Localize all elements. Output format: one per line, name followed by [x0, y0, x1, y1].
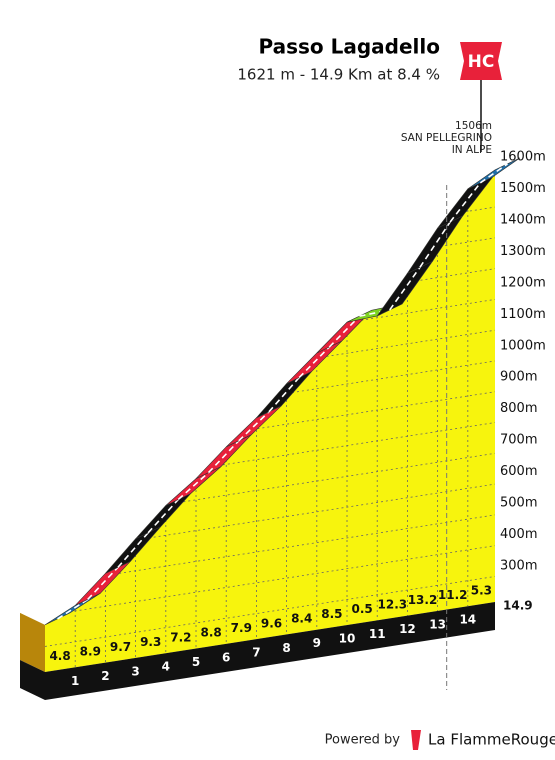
y-tick-label: 1600m [500, 150, 546, 165]
x-tick-label: 2 [101, 669, 109, 683]
road-centerline [328, 315, 361, 348]
side-bottom [20, 660, 45, 700]
grid-line [45, 175, 495, 247]
gradient-label: 5.3 [471, 584, 492, 598]
x-tick-label: 7 [252, 646, 260, 660]
x-tick-label: 9 [313, 636, 321, 650]
y-tick-label: 600m [500, 464, 537, 479]
x-tick-label: 14.9 [503, 599, 533, 613]
road-centerline [57, 598, 89, 620]
y-tick-label: 800m [500, 401, 537, 416]
y-tick-label: 900m [500, 370, 537, 385]
x-tick-label: 4 [162, 660, 170, 674]
road-centerline [419, 221, 451, 268]
brand-logo [411, 730, 421, 750]
road-centerline [147, 498, 179, 534]
y-tick-label: 400m [500, 527, 537, 542]
gradient-label: 8.8 [200, 626, 221, 640]
gradient-label: 8.5 [321, 607, 342, 621]
grid-line [45, 545, 495, 617]
chart-subtitle: 1621 m - 14.9 Km at 8.4 % [237, 66, 440, 84]
x-tick-label: 8 [282, 641, 290, 655]
x-tick-label: 10 [339, 632, 356, 646]
gradient-label: 4.8 [49, 649, 70, 663]
road-centerline [117, 532, 149, 568]
gradient-label: 9.3 [140, 635, 161, 649]
x-tick-label: 14 [459, 613, 476, 627]
road-centerline [268, 377, 300, 413]
summit-label: IN ALPE [452, 144, 492, 156]
road-centerline [449, 182, 481, 223]
gradient-label: 9.7 [110, 640, 131, 654]
gradient-label: 0.5 [351, 602, 372, 616]
y-tick-label: 1000m [500, 338, 546, 353]
y-tick-label: 1400m [500, 212, 546, 227]
y-tick-label: 1300m [500, 244, 546, 259]
road-centerline [87, 566, 119, 600]
x-tick-label: 12 [399, 622, 416, 636]
x-tick-label: 5 [192, 655, 200, 669]
gradient-label: 12.3 [378, 597, 408, 611]
y-tick-label: 700m [500, 433, 537, 448]
y-tick-label: 1500m [500, 181, 546, 196]
gradient-label: 9.6 [261, 616, 282, 630]
badge-text: HC [468, 52, 495, 72]
road-centerline [238, 411, 270, 442]
km-band [45, 602, 495, 700]
y-tick-label: 1200m [500, 275, 546, 290]
grid-line [45, 576, 495, 647]
x-tick-label: 3 [131, 664, 139, 678]
grid-line [45, 514, 495, 586]
y-tick-label: 300m [500, 558, 537, 573]
footer-brand: La FlammeRouge [428, 731, 555, 749]
road-centerline [298, 346, 330, 379]
road-centerline [177, 472, 210, 501]
gradient-label: 8.9 [80, 644, 101, 658]
chart-title: Passo Lagadello [258, 35, 440, 59]
y-tick-label: 500m [500, 496, 537, 511]
x-tick-label: 13 [429, 617, 446, 631]
x-tick-label: 11 [369, 627, 386, 641]
x-tick-label: 1 [71, 674, 79, 688]
gradient-label: 13.2 [408, 593, 438, 607]
x-tick-label: 6 [222, 650, 230, 664]
summit-label: SAN PELLEGRINO [401, 132, 492, 144]
summit-label: 1506m [455, 120, 492, 132]
badge [460, 42, 502, 80]
profile-face [45, 169, 495, 672]
gradient-label: 8.4 [291, 612, 312, 626]
side-face [20, 612, 45, 672]
gradient-label: 7.9 [231, 621, 252, 635]
gradient-label: 7.2 [170, 630, 191, 644]
road-centerline [479, 163, 508, 184]
road-centerline [207, 440, 240, 474]
road-centerline [389, 266, 421, 311]
footer-prefix: Powered by [325, 733, 401, 748]
gradient-label: 11.2 [438, 588, 468, 602]
y-tick-label: 1100m [500, 307, 546, 322]
